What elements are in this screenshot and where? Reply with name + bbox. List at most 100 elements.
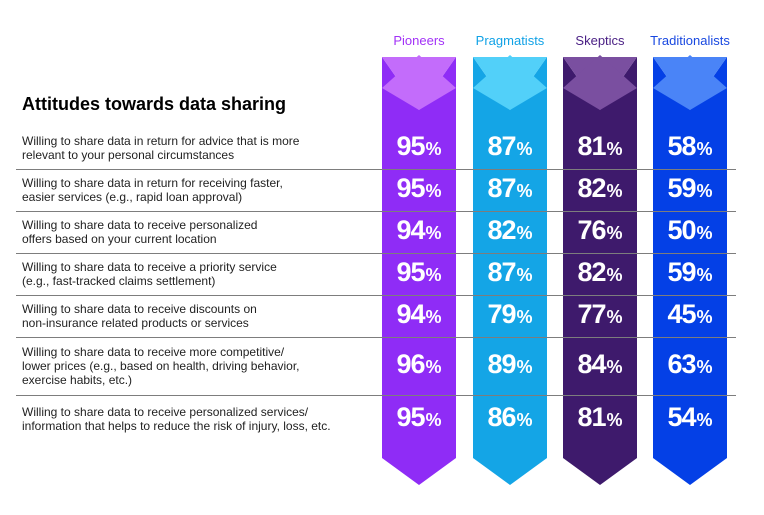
value-cell-traditionalists: 45% xyxy=(653,299,727,330)
percent-sign: % xyxy=(516,357,533,377)
value-cell-traditionalists: 54% xyxy=(653,402,727,433)
value-number: 95 xyxy=(396,257,425,287)
percent-sign: % xyxy=(606,223,623,243)
percent-sign: % xyxy=(425,139,442,159)
percent-sign: % xyxy=(516,223,533,243)
row-label-line: Willing to share data to receive discoun… xyxy=(22,302,257,316)
value-number: 94 xyxy=(396,215,425,245)
value-cell-skeptics: 81% xyxy=(563,402,637,433)
value-cell-pragmatists: 86% xyxy=(473,402,547,433)
percent-sign: % xyxy=(425,307,442,327)
value-number: 84 xyxy=(577,349,606,379)
row-divider xyxy=(16,211,736,212)
value-number: 87 xyxy=(487,257,516,287)
value-number: 87 xyxy=(487,173,516,203)
value-number: 81 xyxy=(577,131,606,161)
percent-sign: % xyxy=(516,410,533,430)
value-cell-traditionalists: 58% xyxy=(653,131,727,162)
value-cell-pioneers: 95% xyxy=(382,402,456,433)
row-label-line: offers based on your current location xyxy=(22,232,217,246)
percent-sign: % xyxy=(696,265,713,285)
value-number: 89 xyxy=(487,349,516,379)
segment-header-traditionalists: Traditionalists xyxy=(650,33,730,48)
row-label-line: Willing to share data to receive more co… xyxy=(22,345,285,359)
percent-sign: % xyxy=(696,223,713,243)
row-label-line: Willing to share data to receive a prior… xyxy=(22,260,277,274)
percent-sign: % xyxy=(696,307,713,327)
percent-sign: % xyxy=(516,265,533,285)
percent-sign: % xyxy=(425,181,442,201)
row-label: Willing to share data to receive discoun… xyxy=(22,302,372,330)
value-cell-pragmatists: 82% xyxy=(473,215,547,246)
row-label: Willing to share data to receive persona… xyxy=(22,405,372,433)
value-number: 82 xyxy=(487,215,516,245)
percent-sign: % xyxy=(425,223,442,243)
row-label-line: Willing to share data to receive persona… xyxy=(22,218,258,232)
percent-sign: % xyxy=(425,410,442,430)
row-label: Willing to share data to receive more co… xyxy=(22,345,372,387)
row-label-line: lower prices (e.g., based on health, dri… xyxy=(22,359,300,373)
value-cell-pioneers: 95% xyxy=(382,131,456,162)
segment-header-pragmatists: Pragmatists xyxy=(475,33,545,48)
value-cell-pragmatists: 89% xyxy=(473,349,547,380)
value-cell-pragmatists: 87% xyxy=(473,131,547,162)
value-cell-pioneers: 96% xyxy=(382,349,456,380)
value-number: 82 xyxy=(577,173,606,203)
value-cell-skeptics: 76% xyxy=(563,215,637,246)
percent-sign: % xyxy=(696,410,713,430)
value-cell-traditionalists: 63% xyxy=(653,349,727,380)
row-label-line: non-insurance related products or servic… xyxy=(22,316,249,330)
value-number: 82 xyxy=(577,257,606,287)
segment-column-chevron-skeptics xyxy=(563,55,637,110)
value-cell-pioneers: 94% xyxy=(382,215,456,246)
row-label: Willing to share data in return for advi… xyxy=(22,134,372,162)
segment-column-pioneers xyxy=(382,57,456,485)
value-cell-pragmatists: 87% xyxy=(473,173,547,204)
segment-column-skeptics xyxy=(563,57,637,485)
value-number: 77 xyxy=(577,299,606,329)
percent-sign: % xyxy=(516,139,533,159)
segment-column-chevron-traditionalists xyxy=(653,55,727,110)
value-number: 96 xyxy=(396,349,425,379)
chart-title: Attitudes towards data sharing xyxy=(22,94,287,114)
percent-sign: % xyxy=(516,181,533,201)
value-cell-pragmatists: 79% xyxy=(473,299,547,330)
row-label-line: easier services (e.g., rapid loan approv… xyxy=(22,190,243,204)
percent-sign: % xyxy=(516,307,533,327)
row-label-line: exercise habits, etc.) xyxy=(22,373,133,387)
percent-sign: % xyxy=(606,139,623,159)
percent-sign: % xyxy=(606,357,623,377)
row-label-line: Willing to share data in return for rece… xyxy=(22,176,283,190)
percent-sign: % xyxy=(696,181,713,201)
value-number: 95 xyxy=(396,402,425,432)
row-label-line: Willing to share data in return for advi… xyxy=(22,134,300,148)
percent-sign: % xyxy=(696,139,713,159)
row-divider xyxy=(16,337,736,338)
value-number: 79 xyxy=(487,299,516,329)
value-cell-traditionalists: 59% xyxy=(653,257,727,288)
row-label-line: information that helps to reduce the ris… xyxy=(22,419,331,433)
value-cell-pragmatists: 87% xyxy=(473,257,547,288)
percent-sign: % xyxy=(606,307,623,327)
value-number: 81 xyxy=(577,402,606,432)
value-number: 58 xyxy=(667,131,696,161)
value-cell-skeptics: 82% xyxy=(563,173,637,204)
value-number: 45 xyxy=(667,299,696,329)
percent-sign: % xyxy=(696,357,713,377)
percent-sign: % xyxy=(425,357,442,377)
value-number: 50 xyxy=(667,215,696,245)
value-cell-pioneers: 94% xyxy=(382,299,456,330)
row-label-line: (e.g., fast-tracked claims settlement) xyxy=(22,274,216,288)
segment-header-pioneers: Pioneers xyxy=(393,33,445,48)
row-divider xyxy=(16,395,736,396)
value-number: 86 xyxy=(487,402,516,432)
value-number: 63 xyxy=(667,349,696,379)
value-number: 59 xyxy=(667,173,696,203)
percent-sign: % xyxy=(606,181,623,201)
row-label: Willing to share data to receive a prior… xyxy=(22,260,372,288)
row-divider xyxy=(16,169,736,170)
row-divider xyxy=(16,295,736,296)
value-number: 59 xyxy=(667,257,696,287)
